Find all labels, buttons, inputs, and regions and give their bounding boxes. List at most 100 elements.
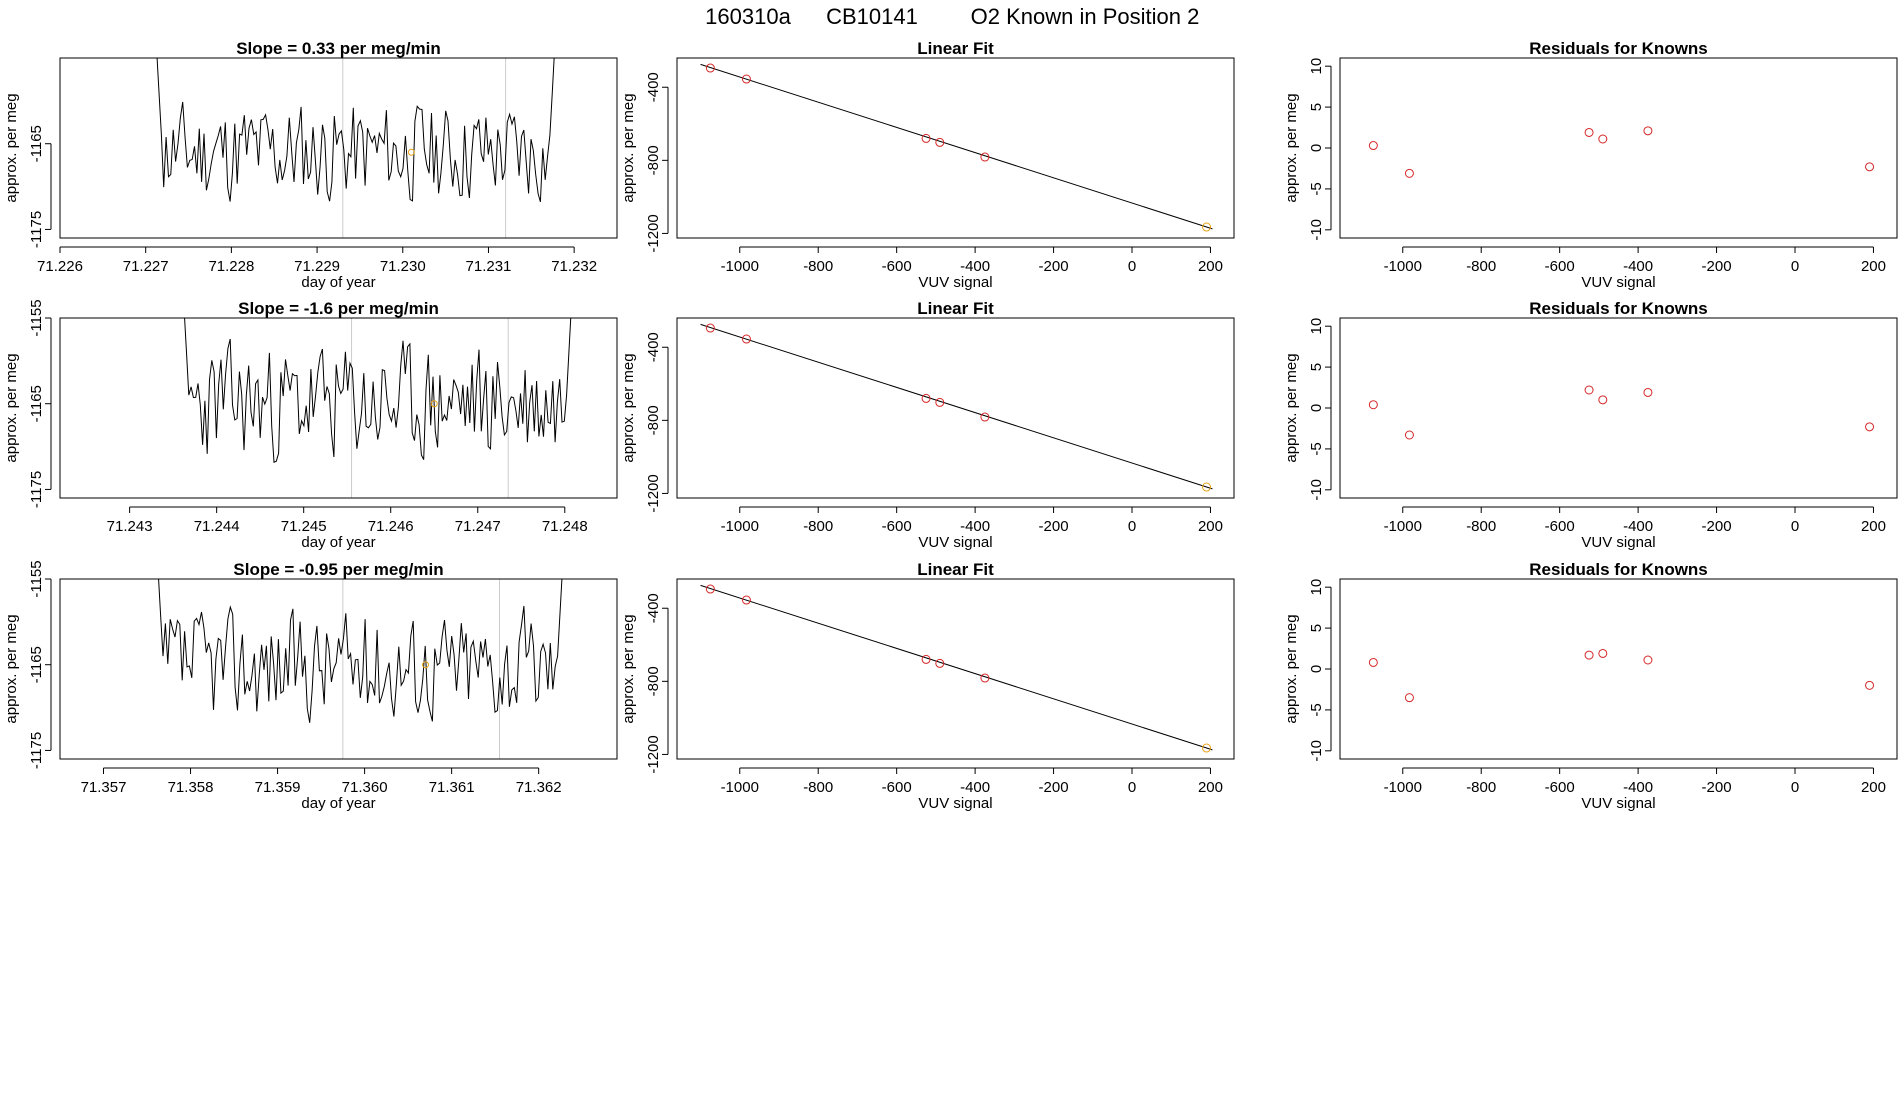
y-tick-label: 0 (1308, 665, 1325, 673)
data-point (1202, 743, 1212, 753)
x-axis-label: VUV signal (918, 795, 992, 812)
residual-point (1584, 385, 1594, 395)
y-axis-label: approx. per meg (1283, 353, 1300, 462)
data-point (935, 658, 945, 668)
y-tick-label: -800 (645, 666, 662, 696)
x-tick-label: 71.232 (551, 258, 597, 275)
x-tick-label: 0 (1791, 258, 1799, 275)
signal-trace-line (158, 579, 563, 723)
x-tick-label: -600 (1545, 779, 1575, 796)
x-tick-label: -600 (1545, 258, 1575, 275)
panel-r1-linear-fit: -1000 -800 -600 -400 -200 0 200 -1200 -800 -400 Li… (620, 39, 1235, 291)
panel-title: Linear Fit (917, 560, 994, 579)
data-point (980, 673, 990, 683)
known-point (422, 661, 430, 669)
y-tick-label: 0 (1308, 404, 1325, 412)
data-point (980, 152, 990, 162)
signal-trace-line (156, 58, 555, 203)
y-tick-label: 5 (1308, 363, 1325, 371)
x-tick-label: -800 (803, 258, 833, 275)
plot-frame (1339, 57, 1898, 239)
x-tick-label: -200 (1039, 779, 1069, 796)
data-point (705, 323, 715, 333)
x-tick-label: 0 (1128, 258, 1136, 275)
residual-point (1865, 162, 1875, 172)
residual-point (1368, 400, 1378, 410)
x-tick-label: -600 (882, 779, 912, 796)
x-tick-label: -800 (1466, 258, 1496, 275)
data-point (705, 584, 715, 594)
x-tick-label: -1000 (721, 258, 759, 275)
panel-r2-time-series: 71.243 71.244 71.245 71.246 71.247 71.248 -117… (3, 299, 618, 551)
x-tick-label: 71.360 (342, 779, 388, 796)
panel-r3-residuals: -1000 -800 -600 -400 -200 0 200 -10 -5 0 5 10 Residu… (1283, 560, 1898, 812)
plot-area (1368, 126, 1875, 178)
y-axis-label: approx. per meg (3, 93, 20, 202)
y-tick-label: -1165 (28, 646, 45, 683)
x-tick-label: -800 (803, 518, 833, 535)
residual-point (1598, 648, 1608, 658)
x-tick-label: -400 (960, 258, 990, 275)
x-tick-label: -200 (1702, 258, 1732, 275)
x-tick-label: 71.228 (208, 258, 254, 275)
panels-grid: 71.226 71.227 71.228 71.229 71.230 71.231 71.2… (3, 39, 1898, 812)
x-tick-label: -800 (1466, 518, 1496, 535)
header-known-label: O2 Known in Position 2 (971, 4, 1200, 29)
x-tick-label: 200 (1861, 779, 1886, 796)
x-tick-label: 71.231 (466, 258, 512, 275)
y-tick-label: -800 (645, 145, 662, 175)
plot-area (700, 323, 1213, 492)
panel-r2-residuals: -1000 -800 -600 -400 -200 0 200 -10 -5 0 5 10 Residu… (1283, 299, 1898, 551)
y-tick-label: -1200 (645, 474, 662, 512)
data-point (741, 74, 751, 84)
panel-title: Residuals for Knowns (1529, 560, 1708, 579)
panel-title: Linear Fit (917, 39, 994, 58)
y-tick-label: -800 (645, 405, 662, 435)
x-tick-label: -200 (1039, 258, 1069, 275)
x-tick-label: -600 (882, 518, 912, 535)
x-tick-label: -1000 (721, 518, 759, 535)
y-axis-label: approx. per meg (3, 353, 20, 462)
x-tick-label: 71.244 (194, 518, 240, 535)
data-point (1202, 482, 1212, 492)
known-point (407, 148, 415, 156)
signal-trace-line (184, 318, 572, 463)
y-tick-label: -10 (1308, 219, 1325, 241)
x-tick-label: -200 (1702, 518, 1732, 535)
x-tick-label: 200 (1198, 258, 1223, 275)
y-tick-label: -5 (1308, 703, 1325, 716)
x-axis-label: VUV signal (1581, 795, 1655, 812)
x-tick-label: 71.247 (455, 518, 501, 535)
x-tick-label: 71.357 (81, 779, 127, 796)
x-axis-label: VUV signal (918, 534, 992, 551)
data-point (921, 133, 931, 143)
x-axis-label: VUV signal (1581, 534, 1655, 551)
panel-title: Residuals for Knowns (1529, 39, 1708, 58)
x-tick-label: 71.229 (294, 258, 340, 275)
plot-frame (59, 317, 618, 499)
x-tick-label: 71.248 (542, 518, 588, 535)
y-tick-label: 10 (1308, 579, 1325, 596)
header-cylinder-id: CB10141 (826, 4, 918, 29)
x-tick-label: 71.230 (380, 258, 426, 275)
panel-r2-linear-fit: -1000 -800 -600 -400 -200 0 200 -1200 -800 -400 Li… (620, 299, 1235, 551)
x-tick-label: -200 (1039, 518, 1069, 535)
data-point (980, 412, 990, 422)
x-tick-label: -1000 (1384, 258, 1422, 275)
x-tick-label: 0 (1791, 779, 1799, 796)
header-sample-id: 160310a (705, 4, 791, 29)
panel-title: Residuals for Knowns (1529, 299, 1708, 318)
fit-line (700, 63, 1213, 230)
residual-point (1643, 387, 1653, 397)
panel-r1-time-series: 71.226 71.227 71.228 71.229 71.230 71.231 71.2… (3, 39, 618, 291)
plot-area (700, 63, 1213, 232)
x-tick-label: -400 (960, 518, 990, 535)
y-tick-label: -10 (1308, 479, 1325, 501)
known-point (430, 400, 438, 408)
residual-point (1584, 650, 1594, 660)
y-axis-label: approx. per meg (620, 353, 637, 462)
y-tick-label: -400 (645, 332, 662, 362)
x-tick-label: 71.362 (516, 779, 562, 796)
y-tick-label: -1155 (28, 560, 45, 597)
y-axis-label: approx. per meg (3, 614, 20, 723)
